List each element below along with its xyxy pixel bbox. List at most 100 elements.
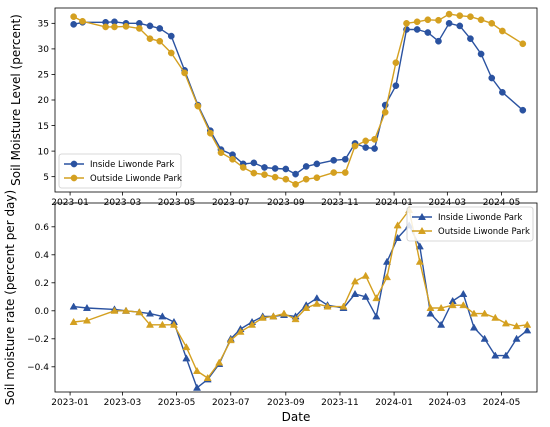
data-point [437, 303, 446, 311]
data-point [381, 108, 389, 116]
legend-label: Inside Liwonde Park [438, 213, 522, 223]
series-line [73, 209, 528, 379]
series-line [73, 224, 528, 389]
data-point [456, 22, 464, 30]
data-point [145, 309, 155, 317]
y-tick-label: 0.6 [35, 223, 50, 233]
legend-marker [417, 212, 427, 220]
legend-label: Outside Liwonde Park [438, 227, 530, 237]
series-line [73, 13, 524, 186]
data-point [339, 302, 348, 310]
data-point [169, 320, 178, 328]
data-point [291, 315, 300, 323]
data-point [362, 144, 370, 151]
data-point [469, 309, 479, 317]
x-tick-label: 2023-07 [212, 398, 250, 408]
legend: Inside Liwonde Park Outside Liwonde Park [58, 153, 182, 189]
data-point [437, 320, 446, 328]
data-point [469, 323, 479, 331]
data-point [499, 88, 506, 96]
x-tick-label: 2024-03 [429, 398, 467, 408]
soil-moisture-rate-panel: 2023-01 2023-03 2023-05 2023-07 2023-09 2023-… [3, 190, 538, 424]
series-line [73, 21, 524, 175]
data-point [361, 271, 370, 279]
data-point [382, 257, 392, 265]
y-tick-label: 0.4 [35, 251, 50, 261]
data-point [512, 334, 521, 342]
data-point [122, 23, 130, 30]
y-tick-label: 25 [38, 71, 49, 81]
data-point [312, 299, 321, 307]
data-point [102, 23, 109, 31]
data-point [302, 163, 310, 170]
data-point [393, 233, 402, 241]
data-point [146, 35, 154, 43]
data-point [445, 10, 453, 18]
data-point [361, 292, 370, 300]
data-point [292, 180, 299, 188]
data-point [248, 320, 257, 328]
data-point [302, 175, 310, 183]
data-point [488, 19, 496, 27]
data-point [467, 35, 474, 43]
data-point [435, 37, 442, 45]
data-point [392, 82, 400, 90]
series-outside [69, 205, 532, 381]
data-point [121, 306, 131, 314]
data-point [313, 174, 321, 182]
data-point [413, 26, 421, 33]
data-point [372, 312, 381, 320]
data-point [226, 336, 235, 344]
data-point [282, 175, 290, 183]
data-point [445, 19, 453, 27]
data-point [413, 18, 421, 26]
y-tick-label: 30 [38, 45, 50, 55]
legend-marker [417, 226, 427, 234]
x-tick-label: 2023-11 [321, 398, 359, 408]
data-point [415, 257, 424, 265]
y-axis-label: Soil Moisture Level (percent) [9, 14, 23, 186]
data-point [424, 16, 432, 24]
data-point [261, 171, 268, 178]
data-point [501, 319, 510, 327]
data-point [426, 309, 435, 317]
data-point [217, 149, 225, 156]
data-point [258, 313, 267, 321]
data-point [250, 169, 258, 177]
y-tick-label: 20 [38, 96, 50, 106]
data-point [182, 343, 191, 351]
data-point [477, 50, 485, 58]
data-point [392, 59, 400, 67]
data-point [239, 164, 247, 171]
data-point [362, 137, 370, 145]
data-point [313, 160, 321, 168]
series-outside [70, 10, 527, 188]
data-point [350, 289, 360, 297]
data-point [269, 312, 278, 320]
legend-item-inside: Inside Liwonde Park [64, 160, 174, 170]
data-point [350, 277, 360, 285]
data-point [499, 27, 506, 35]
data-point [111, 23, 118, 31]
data-point [167, 32, 175, 40]
x-tick-label: 2023-03 [104, 398, 142, 408]
data-point [229, 155, 236, 163]
x-tick-label: 2024-05 [483, 398, 521, 408]
data-point [271, 165, 279, 172]
data-point [501, 351, 510, 359]
data-point [192, 383, 202, 391]
data-point [488, 74, 496, 82]
data-point [181, 69, 188, 77]
data-point [456, 12, 464, 20]
data-point [371, 136, 378, 143]
x-tick-label: 2023-05 [158, 398, 196, 408]
data-point [282, 165, 290, 173]
data-point [459, 301, 468, 309]
legend-label: Inside Liwonde Park [90, 160, 174, 170]
data-point [271, 173, 279, 181]
legend-label: Outside Liwonde Park [90, 174, 182, 184]
data-point [215, 358, 224, 366]
data-point [69, 317, 78, 325]
y-tick-label: 10 [38, 147, 50, 157]
series-inside [70, 18, 527, 178]
